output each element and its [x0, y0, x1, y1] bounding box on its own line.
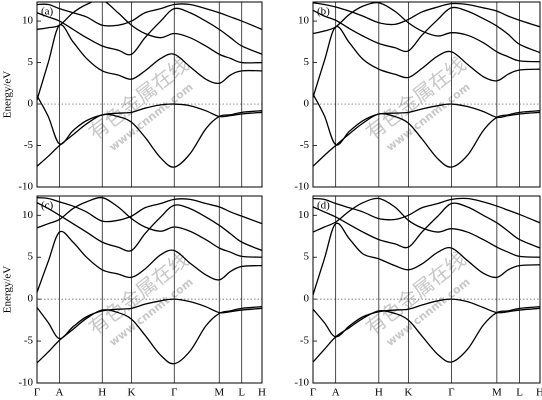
x-tick-label: A [332, 387, 340, 399]
plot-frame [312, 1, 541, 188]
y-tick-label: 5 [304, 56, 310, 68]
x-tick-label: L [238, 387, 245, 399]
band-line [37, 24, 262, 101]
y-tick-label: 10 [22, 209, 34, 221]
panel-label: (a) [41, 6, 54, 18]
band-line [313, 2, 540, 28]
band-line [313, 298, 540, 338]
band-line [313, 222, 540, 296]
band-line [313, 93, 540, 146]
band-line [37, 110, 262, 168]
x-tick-label: Γ [171, 387, 177, 399]
y-tick-label: -5 [24, 139, 34, 151]
band-line [37, 230, 262, 293]
band-line [37, 306, 262, 365]
panel-label: (c) [41, 200, 54, 212]
band-line [313, 197, 540, 224]
band-line [37, 202, 262, 252]
band-line [313, 2, 540, 63]
band-line [313, 6, 540, 54]
x-tick-label: H [258, 387, 266, 399]
x-tick-label: M [214, 387, 224, 399]
plot-frame [36, 195, 263, 384]
x-tick-label: H [536, 387, 542, 399]
x-tick-label: A [56, 387, 64, 399]
x-tick-label: H [375, 387, 383, 399]
x-tick-label: M [492, 387, 502, 399]
x-tick-label: L [516, 387, 523, 399]
y-tick-label: 5 [28, 251, 34, 263]
y-tick-label: 10 [298, 209, 310, 221]
y-tick-label: 5 [28, 56, 34, 68]
band-line [37, 2, 262, 64]
y-tick-label: 0 [28, 293, 34, 305]
y-tick-label: -5 [300, 335, 310, 347]
band-line [313, 25, 540, 98]
band-line [37, 3, 262, 30]
x-tick-label: Γ [448, 387, 454, 399]
y-tick-label: -5 [300, 139, 310, 151]
band-line [37, 95, 262, 145]
band-line [313, 202, 540, 249]
band-line [313, 197, 540, 258]
y-tick-label: 5 [304, 251, 310, 263]
y-tick-label: -5 [24, 335, 34, 347]
plot-frame [36, 1, 263, 188]
x-tick-label: Γ [310, 387, 316, 399]
panel-label: (d) [317, 200, 330, 212]
y-tick-label: -10 [18, 377, 33, 389]
x-tick-label: H [98, 387, 106, 399]
y-tick-label: 0 [304, 98, 310, 110]
y-axis-label: Energy/eV [2, 71, 14, 119]
y-tick-label: 10 [22, 15, 34, 27]
band-line [37, 7, 262, 56]
y-tick-label: 10 [298, 15, 310, 27]
y-axis-label: Energy/eV [2, 266, 14, 314]
y-tick-label: 0 [304, 293, 310, 305]
plot-frame [312, 195, 541, 384]
band-line [37, 197, 262, 225]
x-tick-label: K [128, 387, 136, 399]
band-line [37, 298, 262, 340]
x-tick-label: Γ [34, 387, 40, 399]
y-tick-label: -10 [294, 377, 309, 389]
y-tick-label: 0 [28, 98, 34, 110]
band-line [37, 196, 262, 258]
panel-label: (b) [317, 6, 330, 18]
y-tick-label: -10 [18, 181, 33, 193]
x-tick-label: K [404, 387, 412, 399]
y-tick-label: -10 [294, 181, 309, 193]
